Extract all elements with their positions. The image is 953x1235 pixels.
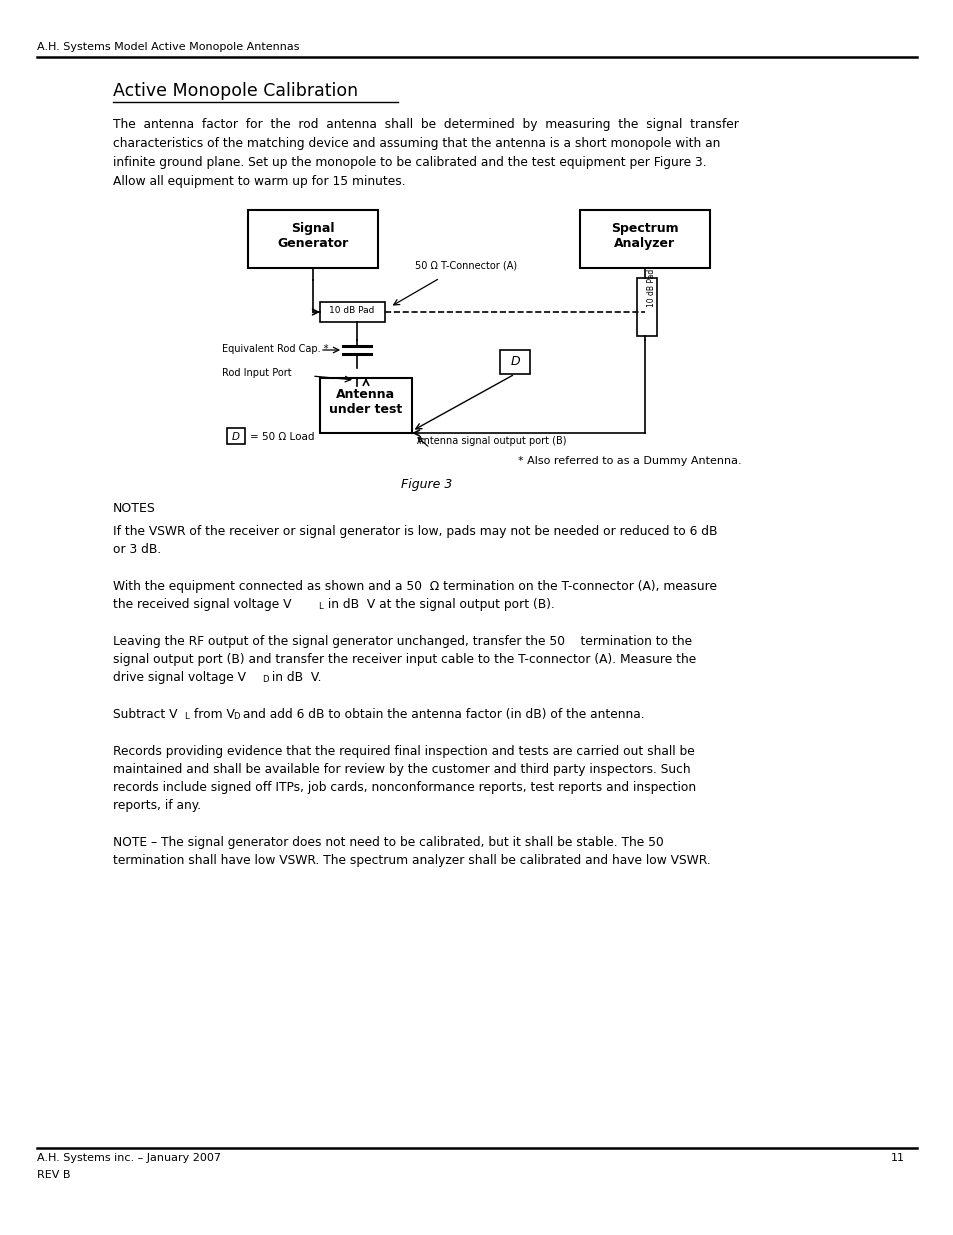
Text: maintained and shall be available for review by the customer and third party ins: maintained and shall be available for re… [112, 763, 690, 776]
Text: A.H. Systems Model Active Monopole Antennas: A.H. Systems Model Active Monopole Anten… [37, 42, 299, 52]
Text: With the equipment connected as shown and a 50  Ω termination on the T-connector: With the equipment connected as shown an… [112, 580, 717, 593]
Text: reports, if any.: reports, if any. [112, 799, 201, 811]
Text: NOTES: NOTES [112, 501, 155, 515]
Text: = 50 Ω Load: = 50 Ω Load [250, 432, 314, 442]
Text: characteristics of the matching device and assuming that the antenna is a short : characteristics of the matching device a… [112, 137, 720, 149]
Text: signal output port (B) and transfer the receiver input cable to the T-connector : signal output port (B) and transfer the … [112, 653, 696, 666]
Text: infinite ground plane. Set up the monopole to be calibrated and the test equipme: infinite ground plane. Set up the monopo… [112, 156, 706, 169]
Text: Rod Input Port: Rod Input Port [222, 368, 292, 378]
Bar [319, 378, 412, 433]
Text: Records providing evidence that the required final inspection and tests are carr: Records providing evidence that the requ… [112, 745, 694, 758]
Text: Figure 3: Figure 3 [401, 478, 453, 492]
Text: Allow all equipment to warm up for 15 minutes.: Allow all equipment to warm up for 15 mi… [112, 175, 405, 188]
Bar [499, 350, 530, 374]
Bar [579, 210, 709, 268]
Text: Antenna signal output port (B): Antenna signal output port (B) [416, 436, 566, 446]
Text: Antenna
under test: Antenna under test [329, 388, 402, 416]
Text: D: D [233, 713, 239, 721]
Text: records include signed off ITPs, job cards, nonconformance reports, test reports: records include signed off ITPs, job car… [112, 781, 696, 794]
Text: L: L [184, 713, 189, 721]
Text: NOTE – The signal generator does not need to be calibrated, but it shall be stab: NOTE – The signal generator does not nee… [112, 836, 663, 848]
Text: If the VSWR of the receiver or signal generator is low, pads may not be needed o: If the VSWR of the receiver or signal ge… [112, 525, 717, 538]
Text: Spectrum
Analyzer: Spectrum Analyzer [611, 222, 679, 249]
Text: or 3 dB.: or 3 dB. [112, 543, 161, 556]
Text: Leaving the RF output of the signal generator unchanged, transfer the 50    term: Leaving the RF output of the signal gene… [112, 635, 691, 648]
Bar [637, 278, 657, 336]
Text: A.H. Systems inc. – January 2007: A.H. Systems inc. – January 2007 [37, 1153, 221, 1163]
Text: D: D [510, 354, 519, 368]
Text: drive signal voltage V: drive signal voltage V [112, 671, 246, 684]
Text: REV B: REV B [37, 1170, 71, 1179]
Text: 50 Ω T-Connector (A): 50 Ω T-Connector (A) [415, 261, 517, 270]
Bar [227, 429, 245, 445]
Text: the received signal voltage V: the received signal voltage V [112, 598, 292, 611]
Bar [319, 303, 385, 322]
Text: 11: 11 [890, 1153, 904, 1163]
Text: Subtract V: Subtract V [112, 708, 177, 721]
Bar [248, 210, 377, 268]
Text: The  antenna  factor  for  the  rod  antenna  shall  be  determined  by  measuri: The antenna factor for the rod antenna s… [112, 119, 739, 131]
Text: Active Monopole Calibration: Active Monopole Calibration [112, 82, 357, 100]
Text: 10 dB Pad: 10 dB Pad [329, 306, 375, 315]
Text: from V: from V [190, 708, 234, 721]
Text: in dB  V.: in dB V. [268, 671, 321, 684]
Text: D: D [262, 676, 268, 684]
Text: Signal
Generator: Signal Generator [277, 222, 348, 249]
Text: and add 6 dB to obtain the antenna factor (in dB) of the antenna.: and add 6 dB to obtain the antenna facto… [239, 708, 644, 721]
Text: in dB  V at the signal output port (B).: in dB V at the signal output port (B). [324, 598, 555, 611]
Text: D: D [232, 432, 240, 442]
Text: L: L [317, 601, 322, 611]
Text: termination shall have low VSWR. The spectrum analyzer shall be calibrated and h: termination shall have low VSWR. The spe… [112, 853, 710, 867]
Text: * Also referred to as a Dummy Antenna.: * Also referred to as a Dummy Antenna. [517, 456, 740, 466]
Text: Equivalent Rod Cap. *: Equivalent Rod Cap. * [222, 345, 328, 354]
Text: 10 dB Pad: 10 dB Pad [646, 269, 656, 308]
